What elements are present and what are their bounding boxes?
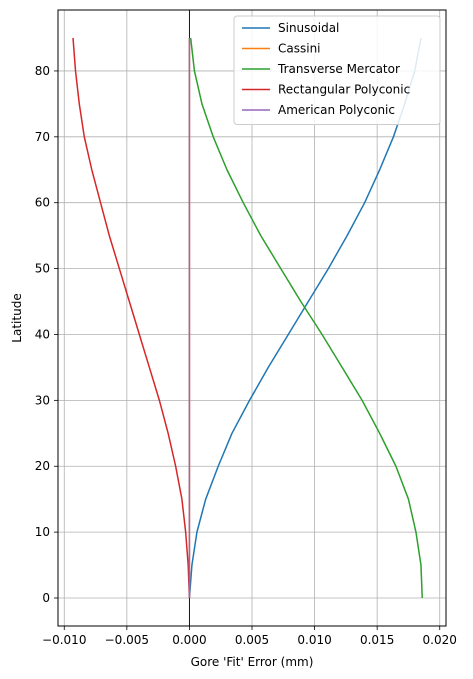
legend-entry: American Polyconic	[278, 103, 395, 117]
x-tick-label: 0.000	[172, 633, 206, 647]
series-line-transverse-mercator	[189, 37, 423, 599]
y-axis-label: Latitude	[10, 293, 24, 342]
series-lines	[72, 37, 423, 599]
x-axis-label: Gore 'Fit' Error (mm)	[191, 655, 314, 669]
x-axis-ticks: −0.010 −0.005 0.000 0.005 0.010 0.015 0.020	[42, 626, 457, 647]
x-tick-label: 0.020	[423, 633, 457, 647]
y-tick-label: 0	[42, 591, 50, 605]
x-tick-label: 0.015	[360, 633, 394, 647]
legend-entry: Transverse Mercator	[277, 62, 400, 76]
y-tick-label: 70	[35, 130, 50, 144]
series-line-rectangular-polyconic	[72, 37, 191, 599]
x-tick-label: 0.005	[235, 633, 269, 647]
legend-entry: Sinusoidal	[278, 21, 339, 35]
legend-entry: Rectangular Polyconic	[278, 83, 410, 97]
y-axis-ticks: 0 10 20 30 40 50 60 70 80	[35, 64, 58, 605]
series-line-sinusoidal	[188, 37, 422, 599]
legend: Sinusoidal Cassini Transverse Mercator Rect…	[233, 15, 441, 125]
x-tick-label: −0.005	[105, 633, 149, 647]
y-tick-label: 50	[35, 262, 50, 276]
y-tick-label: 80	[35, 64, 50, 78]
y-tick-label: 20	[35, 459, 50, 473]
x-tick-label: −0.010	[42, 633, 86, 647]
y-tick-label: 60	[35, 196, 50, 210]
y-tick-label: 30	[35, 393, 50, 407]
y-tick-label: 40	[35, 327, 50, 341]
legend-entry: Cassini	[278, 42, 321, 56]
y-tick-label: 10	[35, 525, 50, 539]
legend-box	[233, 15, 441, 125]
x-tick-label: 0.010	[297, 633, 331, 647]
